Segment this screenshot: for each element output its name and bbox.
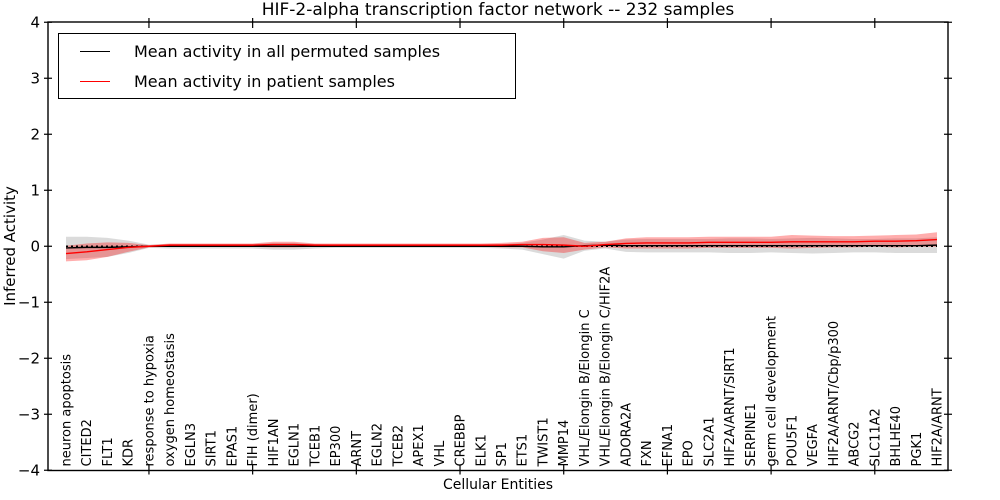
x-category-label: response to hypoxia [142,335,157,466]
y-axis-label: Inferred Activity [1,186,19,306]
x-category-label: SP1 [495,442,510,466]
legend-entry-permuted: Mean activity in all permuted samples [65,36,509,66]
y-tick-label: 2 [30,125,40,143]
x-category-label: KDR [122,439,137,467]
x-category-label: HIF2A/ARNT/Cbp/p300 [827,321,842,467]
x-category-label: ABCG2 [848,421,863,466]
x-category-label: EPAS1 [225,426,240,467]
x-category-label: VHL/Elongin B/Elongin C [578,309,593,466]
legend-label-permuted: Mean activity in all permuted samples [134,41,441,61]
x-category-label: EGLN1 [288,423,303,467]
legend-label-patient: Mean activity in patient samples [134,71,395,91]
y-tick-label: 3 [30,69,40,87]
x-category-label: HIF2A/ARNT/SIRT1 [723,348,738,467]
permuted-line-swatch [80,50,110,52]
permuted-mean-line [65,244,938,249]
y-tick-label: 0 [30,237,40,255]
x-category-label: APEX1 [412,424,427,466]
x-category-label: SLC2A1 [702,416,717,466]
x-category-label: VHL/Elongin B/Elongin C/HIF2A [599,267,614,467]
x-category-label: ADORA2A [619,403,634,467]
x-category-label: FXN [640,440,655,466]
x-category-label: TCEB1 [308,425,323,468]
y-tick-label: −1 [18,293,40,311]
x-category-label: EGLN3 [184,423,199,467]
y-tick-label: 1 [30,181,40,199]
x-category-label: BHLHE40 [889,406,904,466]
x-category-label: HIF1AN [267,419,282,467]
x-category-label: TWIST1 [536,417,551,467]
x-category-label: CITED2 [80,419,95,466]
x-category-label: MMP14 [557,420,572,467]
x-category-label: EGLN2 [371,423,386,467]
patient-line-swatch [80,80,110,82]
x-category-label: SIRT1 [205,430,220,466]
x-category-label: FLT1 [101,437,116,466]
legend: Mean activity in all permuted samples Me… [58,33,516,99]
x-category-label: HIF2A/ARNT [931,388,946,466]
y-tick-label: 4 [30,13,40,31]
x-category-label: germ cell development [765,316,780,466]
permuted-std-band [66,235,937,260]
x-category-label: PGK1 [910,432,925,467]
patient-mean-line [65,238,938,255]
x-category-label: EP300 [329,426,344,467]
x-category-label: EFNA1 [661,424,676,467]
x-category-label: POU5F1 [785,415,800,467]
y-tick-label: −4 [18,461,40,479]
x-category-label: VEGFA [806,424,821,466]
legend-entry-patient: Mean activity in patient samples [65,66,509,96]
x-category-label: ARNT [350,431,365,467]
x-category-label: CREBBP [454,414,469,466]
x-category-label: ELK1 [474,434,489,466]
chart-title: HIF-2-alpha transcription factor network… [261,0,735,20]
y-tick-label: −3 [18,405,40,423]
y-tick-label: −2 [18,349,40,367]
x-category-label: oxygen homeostasis [163,333,178,467]
x-category-label: SERPINE1 [744,403,759,466]
x-axis-label: Cellular Entities [442,477,554,493]
x-category-label: EPO [682,440,697,466]
x-category-label: VHL [433,440,448,467]
x-category-label: ETS1 [516,434,531,467]
x-category-label: neuron apoptosis [60,354,75,467]
x-category-label: SLC11A2 [868,408,883,466]
x-category-label: TCEB2 [391,425,406,468]
x-category-label: FIH (dimer) [246,393,261,466]
